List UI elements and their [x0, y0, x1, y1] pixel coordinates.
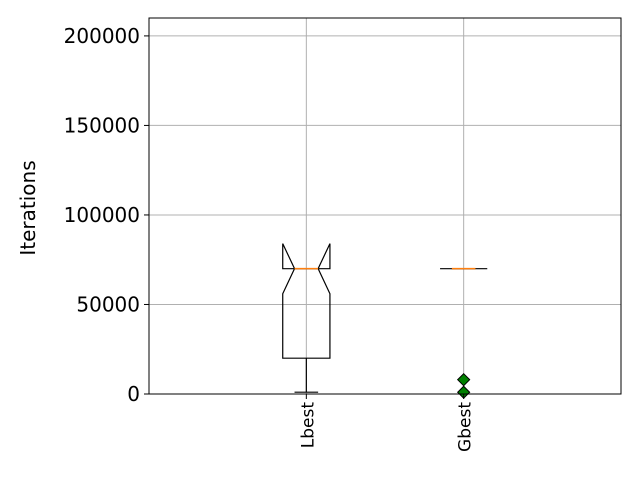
y-tick-label: 50000: [76, 292, 140, 316]
x-axis-ticks: Lbest Gbest: [298, 394, 476, 452]
y-tick-label: 100000: [64, 203, 140, 227]
x-tick-label: Gbest: [456, 402, 476, 452]
outlier-point: [456, 372, 471, 387]
y-axis-ticks: 0 50000 100000 150000 200000: [64, 24, 149, 406]
y-axis-title: Iterations: [16, 160, 40, 255]
box-plot-elements: [282, 243, 488, 399]
x-tick-label: Lbest: [298, 402, 318, 449]
plot-area-frame: [148, 17, 622, 395]
grid-lines: [149, 18, 621, 395]
y-tick-label: 200000: [64, 24, 140, 48]
y-tick-label: 0: [127, 382, 140, 406]
notched-box: [282, 243, 331, 359]
y-tick-label: 150000: [64, 113, 140, 137]
